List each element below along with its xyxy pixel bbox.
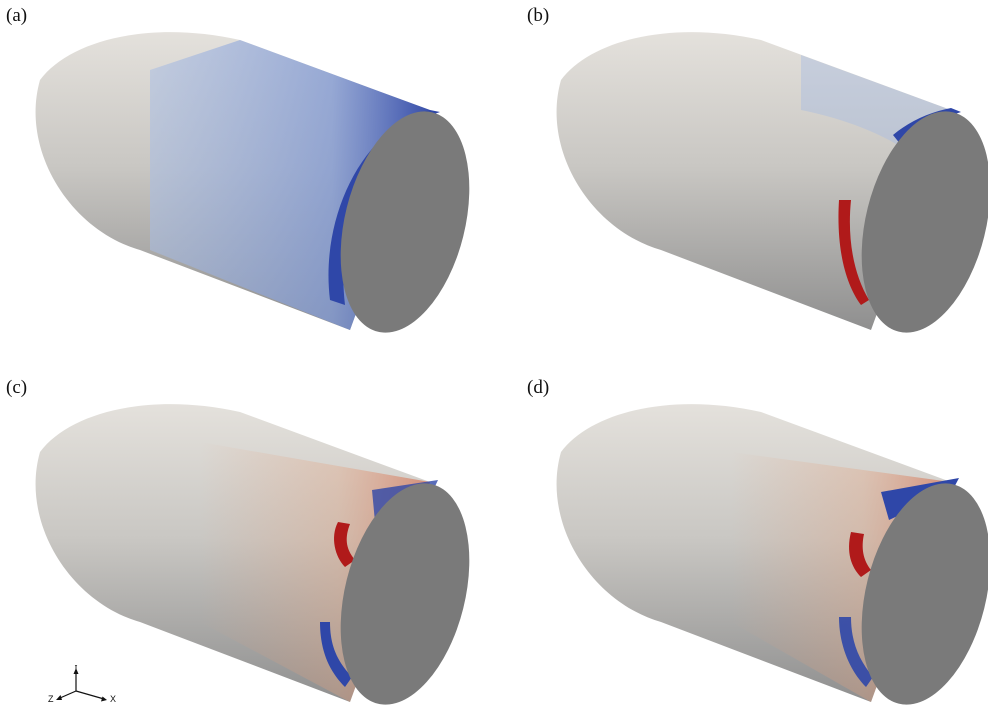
triad-z-label: Z xyxy=(48,694,54,703)
panel-label-c: (c) xyxy=(6,377,28,398)
panel-c: (c) xyxy=(0,372,494,724)
capsule-render-d xyxy=(556,404,988,705)
triad-y-label: Y xyxy=(73,665,79,671)
panel-label-a: (a) xyxy=(6,5,28,26)
axis-triad: Y Z X xyxy=(48,665,116,703)
capsule-render-b xyxy=(556,32,988,333)
panel-label-b: (b) xyxy=(527,5,550,26)
panel-b: (b) xyxy=(521,0,988,352)
capsule-render-c xyxy=(35,404,470,705)
panel-a: (a) xyxy=(0,0,494,352)
panel-d: (d) xyxy=(521,372,988,724)
panel-label-d: (d) xyxy=(527,377,550,398)
capsule-render-a xyxy=(35,32,470,333)
triad-x-label: X xyxy=(110,694,116,703)
